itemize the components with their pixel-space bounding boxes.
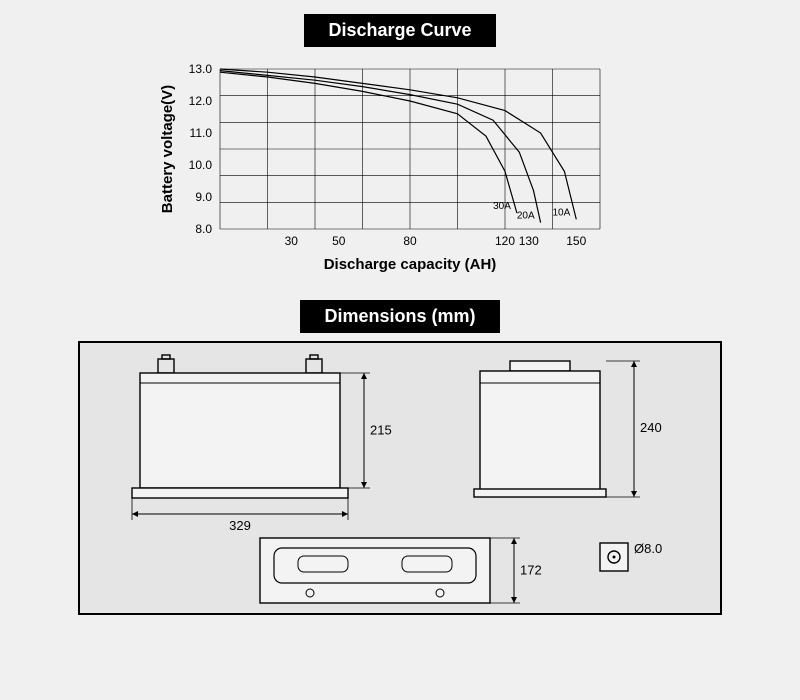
series-label: 30A: [493, 201, 511, 212]
series-line-30A: [220, 72, 517, 213]
x-axis-label: Discharge capacity (AH): [324, 256, 497, 273]
series-line-10A: [220, 69, 576, 219]
ytick-label: 12.0: [189, 94, 213, 108]
dim-side-height: 240: [640, 420, 662, 435]
dimensions-svg: 215 329 240 172 Ø8.0: [80, 343, 720, 613]
dim-top-height: 172: [520, 563, 542, 578]
dimensions-panel: 215 329 240 172 Ø8.0: [78, 341, 722, 615]
ytick-label: 11.0: [190, 126, 213, 140]
xtick-label: 30: [285, 234, 299, 248]
xtick-label: 130: [519, 234, 539, 248]
xtick-label: 50: [332, 234, 346, 248]
dim-front-width: 329: [229, 518, 251, 533]
series-label: 10A: [552, 207, 570, 218]
dim-hole-label: Ø8.0: [634, 541, 662, 556]
xtick-label: 120: [495, 234, 515, 248]
xtick-label: 150: [566, 234, 586, 248]
discharge-chart: 8.0 9.0 10.0 11.0 12.0 13.0 30 50 80 120 130 150 Dis…: [140, 59, 660, 294]
series-line-20A: [220, 71, 541, 223]
discharge-chart-svg: 8.0 9.0 10.0 11.0 12.0 13.0 30 50 80 120 130 150 Dis…: [140, 59, 660, 289]
ytick-label: 8.0: [195, 222, 212, 236]
discharge-title: Discharge Curve: [304, 14, 495, 47]
dim-front-height: 215: [370, 423, 392, 438]
ytick-label: 13.0: [189, 62, 213, 76]
y-axis-label: Battery voltage(V): [159, 85, 176, 213]
ytick-label: 10.0: [189, 158, 213, 172]
ytick-label: 9.0: [195, 190, 212, 204]
series-label: 20A: [517, 211, 535, 222]
xtick-label: 80: [403, 234, 417, 248]
dimensions-title: Dimensions (mm): [300, 300, 499, 333]
